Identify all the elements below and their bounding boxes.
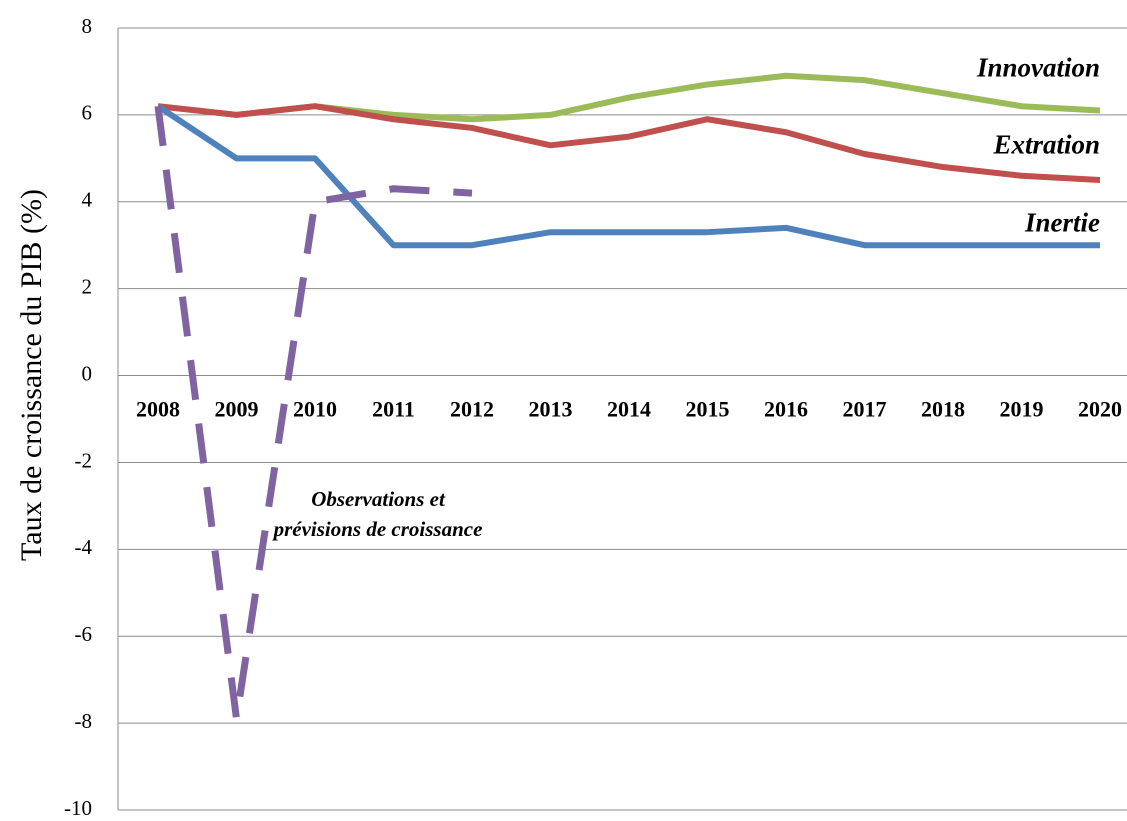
y-tick-label: -10	[64, 796, 92, 820]
x-tick-label: 2012	[450, 397, 494, 422]
x-tick-label: 2019	[1000, 397, 1044, 422]
x-tick-label: 2008	[136, 397, 180, 422]
x-tick-label: 2015	[686, 397, 730, 422]
y-tick-label: 6	[82, 101, 93, 125]
y-tick-label: 2	[82, 274, 93, 298]
series-line	[157, 103, 1101, 184]
x-tick-label: 2016	[764, 397, 808, 422]
y-tick-label: 0	[82, 361, 93, 385]
x-tick-label: 2009	[215, 397, 259, 422]
y-tick-label: -8	[75, 709, 93, 733]
series-line	[154, 105, 473, 723]
series-annotation: Observations et prévisions de croissance	[273, 487, 483, 541]
x-tick-label: 2011	[372, 397, 415, 422]
series-line	[156, 103, 1100, 249]
series-line	[157, 72, 1101, 123]
y-tick-label: 4	[82, 188, 93, 212]
y-axis-title: Taux de croissance du PIB (%)	[15, 189, 48, 561]
y-tick-label: 8	[82, 14, 93, 38]
y-tick-label: -2	[75, 448, 93, 472]
y-tick-label: -6	[75, 622, 93, 646]
x-tick-label: 2020	[1078, 397, 1122, 422]
series-label: Extration	[992, 129, 1100, 159]
y-tick-label: -4	[75, 535, 93, 559]
x-tick-label: 2017	[843, 397, 887, 422]
x-tick-label: 2018	[921, 397, 965, 422]
series-label: Innovation	[976, 53, 1100, 83]
x-tick-label: 2010	[293, 397, 337, 422]
series-label: Inertie	[1024, 207, 1100, 237]
x-tick-label: 2013	[529, 397, 573, 422]
x-tick-label: 2014	[607, 397, 651, 422]
